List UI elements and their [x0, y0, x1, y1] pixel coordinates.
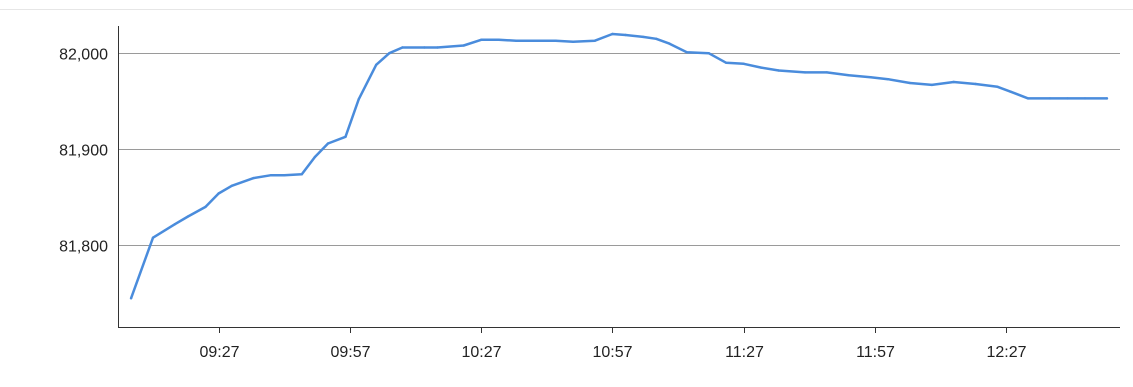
- data-point: [344, 135, 347, 138]
- data-point: [1105, 97, 1109, 100]
- data-point: [173, 223, 177, 226]
- y-tick-label: 81,800: [59, 239, 108, 256]
- data-point: [760, 66, 763, 69]
- data-point: [217, 192, 220, 195]
- data-point: [326, 142, 330, 145]
- data-point: [974, 82, 977, 86]
- data-point: [300, 173, 303, 176]
- data-point: [707, 52, 710, 55]
- data-point: [655, 37, 658, 40]
- data-point: [624, 33, 627, 37]
- data-point: [423, 46, 426, 49]
- data-point: [1009, 90, 1012, 93]
- data-point: [725, 61, 728, 64]
- x-tick-label: 10:57: [592, 344, 632, 361]
- data-point: [554, 39, 557, 42]
- data-point: [593, 39, 597, 42]
- data-point: [571, 40, 575, 43]
- data-point: [1083, 97, 1087, 100]
- x-tick-label: 11:27: [725, 344, 764, 361]
- axes: [118, 26, 1120, 328]
- data-point: [641, 35, 645, 39]
- data-point: [611, 32, 614, 36]
- data-point: [480, 38, 483, 41]
- x-tick-label: 12:27: [986, 344, 1026, 361]
- grid-lines: [118, 53, 1120, 246]
- y-tick-label: 81,900: [59, 143, 108, 160]
- data-point: [908, 81, 912, 85]
- data-point: [515, 39, 518, 42]
- data-point: [269, 174, 273, 177]
- data-point: [129, 297, 133, 300]
- data-point: [283, 174, 286, 177]
- data-point: [1048, 97, 1052, 100]
- data-point: [436, 46, 439, 49]
- y-tick-labels: 81,800 81,900 82,000: [59, 47, 108, 256]
- data-point: [536, 39, 540, 42]
- data-point: [388, 52, 391, 55]
- data-point: [375, 63, 378, 66]
- data-point: [1026, 97, 1030, 100]
- series-line: [129, 32, 1109, 300]
- data-point: [825, 71, 828, 74]
- data-point: [930, 83, 934, 87]
- data-point: [186, 215, 190, 218]
- data-point: [462, 44, 465, 47]
- data-point: [252, 176, 255, 180]
- x-ticks: [219, 327, 1007, 333]
- data-point: [668, 42, 671, 45]
- data-point: [847, 74, 850, 77]
- data-point: [497, 38, 500, 41]
- x-tick-label: 09:57: [330, 344, 370, 361]
- x-tick-labels: 09:27 09:57 10:27 10:57 11:27 11:57 12:27: [199, 344, 1026, 361]
- y-tick-label: 82,000: [59, 47, 108, 64]
- x-tick-label: 10:27: [461, 344, 501, 361]
- data-point: [742, 62, 745, 65]
- data-point: [1066, 97, 1069, 100]
- x-tick-label: 11:57: [856, 344, 895, 361]
- data-point: [313, 155, 317, 159]
- data-point: [685, 51, 688, 54]
- data-point: [869, 76, 872, 79]
- data-point: [151, 236, 155, 239]
- data-point: [777, 69, 780, 72]
- data-point: [886, 78, 890, 81]
- data-point: [996, 85, 999, 89]
- data-point: [357, 98, 360, 101]
- top-border-line: [0, 9, 1133, 10]
- x-tick-label: 09:27: [199, 344, 239, 361]
- data-point: [230, 184, 233, 187]
- data-point: [952, 80, 955, 84]
- data-point: [401, 46, 404, 49]
- data-point: [204, 205, 207, 209]
- data-point: [803, 71, 807, 74]
- series-points: [129, 32, 1109, 300]
